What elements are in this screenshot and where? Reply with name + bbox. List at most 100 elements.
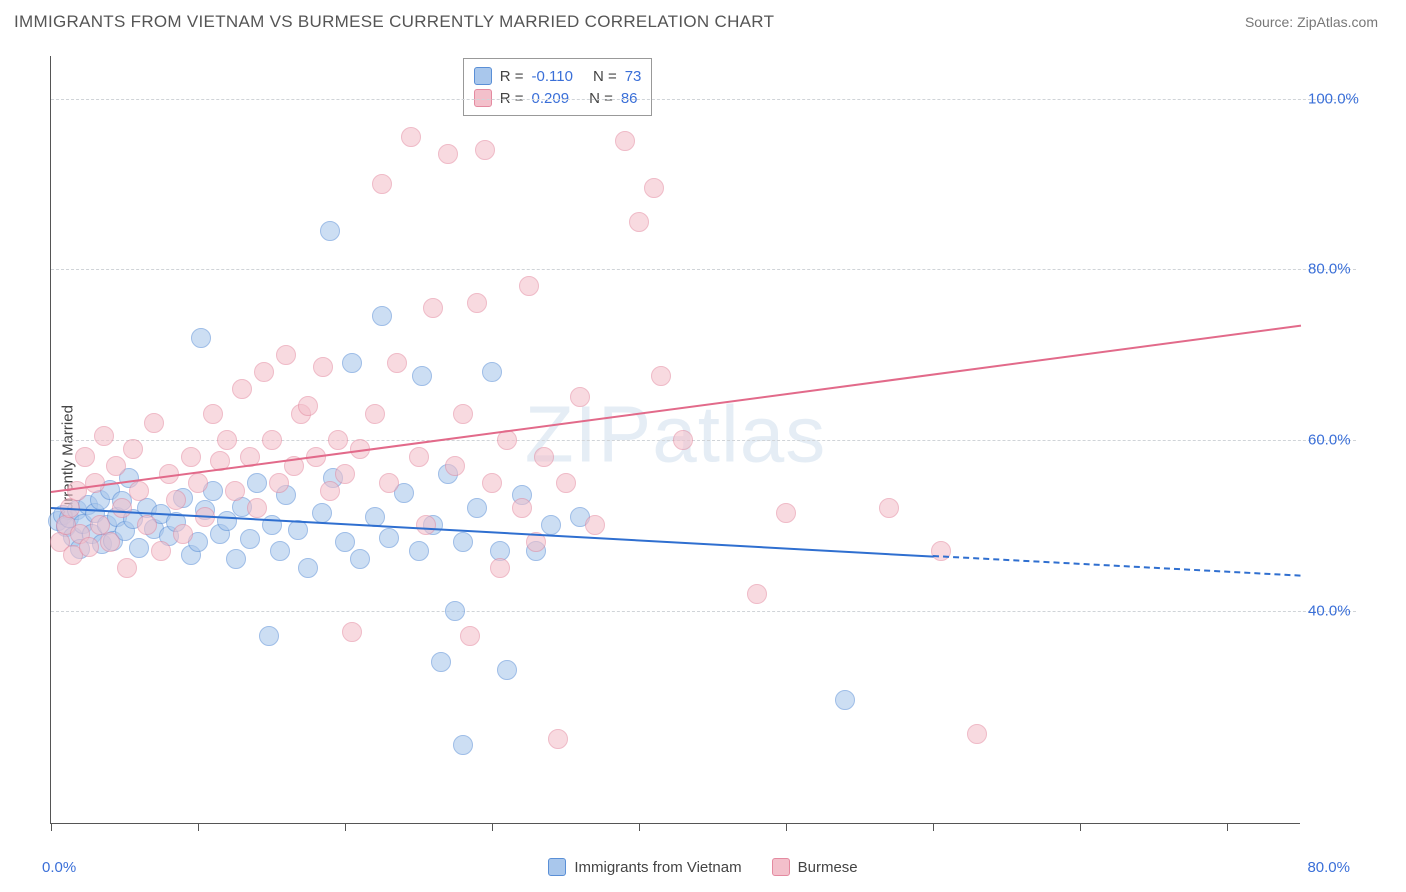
gridline	[51, 99, 1356, 100]
scatter-point	[423, 298, 443, 318]
header: IMMIGRANTS FROM VIETNAM VS BURMESE CURRE…	[0, 0, 1406, 42]
scatter-point	[181, 447, 201, 467]
scatter-point	[129, 538, 149, 558]
x-tick	[51, 823, 52, 831]
scatter-point	[438, 144, 458, 164]
scatter-point	[519, 276, 539, 296]
gridline	[51, 269, 1356, 270]
scatter-point	[85, 473, 105, 493]
scatter-point	[247, 473, 267, 493]
scatter-point	[467, 498, 487, 518]
scatter-point	[117, 558, 137, 578]
scatter-point	[879, 498, 899, 518]
scatter-point	[453, 404, 473, 424]
scatter-point	[372, 306, 392, 326]
scatter-point	[137, 515, 157, 535]
plot-area: ZIPatlas R = -0.110N = 73R = 0.209N = 86…	[50, 56, 1300, 824]
scatter-point	[379, 528, 399, 548]
scatter-point	[240, 529, 260, 549]
trend-line	[933, 555, 1301, 577]
scatter-point	[254, 362, 274, 382]
scatter-point	[151, 541, 171, 561]
scatter-point	[106, 456, 126, 476]
scatter-point	[556, 473, 576, 493]
source-label: Source: ZipAtlas.com	[1245, 14, 1378, 30]
scatter-point	[191, 328, 211, 348]
scatter-point	[453, 532, 473, 552]
scatter-point	[453, 735, 473, 755]
scatter-point	[651, 366, 671, 386]
scatter-point	[203, 404, 223, 424]
x-tick	[1080, 823, 1081, 831]
scatter-point	[112, 498, 132, 518]
scatter-point	[94, 426, 114, 446]
scatter-point	[570, 387, 590, 407]
x-tick	[933, 823, 934, 831]
scatter-point	[467, 293, 487, 313]
scatter-point	[409, 541, 429, 561]
scatter-point	[79, 537, 99, 557]
scatter-point	[276, 345, 296, 365]
scatter-point	[232, 379, 252, 399]
scatter-point	[328, 430, 348, 450]
scatter-point	[835, 690, 855, 710]
scatter-point	[490, 558, 510, 578]
scatter-point	[342, 353, 362, 373]
scatter-point	[931, 541, 951, 561]
scatter-point	[445, 601, 465, 621]
scatter-point	[534, 447, 554, 467]
y-tick-label: 40.0%	[1308, 602, 1386, 619]
gridline	[51, 440, 1356, 441]
gridline	[51, 611, 1356, 612]
legend-label: Burmese	[798, 859, 858, 876]
scatter-point	[548, 729, 568, 749]
x-tick	[786, 823, 787, 831]
scatter-point	[129, 481, 149, 501]
scatter-point	[372, 174, 392, 194]
x-tick	[1227, 823, 1228, 831]
x-tick	[492, 823, 493, 831]
scatter-point	[350, 549, 370, 569]
scatter-point	[335, 464, 355, 484]
scatter-point	[541, 515, 561, 535]
legend-swatch	[548, 858, 566, 876]
legend-swatch	[772, 858, 790, 876]
scatter-point	[475, 140, 495, 160]
scatter-point	[967, 724, 987, 744]
trend-line	[51, 325, 1301, 494]
scatter-point	[365, 404, 385, 424]
scatter-point	[173, 524, 193, 544]
scatter-point	[269, 473, 289, 493]
scatter-point	[512, 498, 532, 518]
scatter-point	[75, 447, 95, 467]
scatter-point	[247, 498, 267, 518]
scatter-point	[335, 532, 355, 552]
legend-item: Immigrants from Vietnam	[548, 858, 741, 876]
scatter-point	[320, 481, 340, 501]
x-start-label: 0.0%	[42, 859, 76, 876]
x-tick	[345, 823, 346, 831]
scatter-point	[298, 558, 318, 578]
scatter-point	[313, 357, 333, 377]
scatter-point	[217, 511, 237, 531]
scatter-point	[217, 430, 237, 450]
y-tick-label: 60.0%	[1308, 432, 1386, 449]
legend-item: Burmese	[772, 858, 858, 876]
scatter-point	[644, 178, 664, 198]
stat-n-label: N =	[593, 68, 617, 85]
x-end-label: 80.0%	[1307, 859, 1350, 876]
scatter-point	[497, 660, 517, 680]
scatter-point	[144, 413, 164, 433]
scatter-point	[747, 584, 767, 604]
scatter-point	[409, 447, 429, 467]
x-tick	[639, 823, 640, 831]
chart: Currently Married ZIPatlas R = -0.110N =…	[0, 42, 1406, 884]
stat-r-label: R =	[500, 68, 524, 85]
y-tick-label: 100.0%	[1308, 90, 1386, 107]
scatter-point	[225, 481, 245, 501]
scatter-point	[100, 532, 120, 552]
scatter-point	[629, 212, 649, 232]
scatter-point	[585, 515, 605, 535]
y-tick-label: 80.0%	[1308, 261, 1386, 278]
scatter-point	[482, 473, 502, 493]
